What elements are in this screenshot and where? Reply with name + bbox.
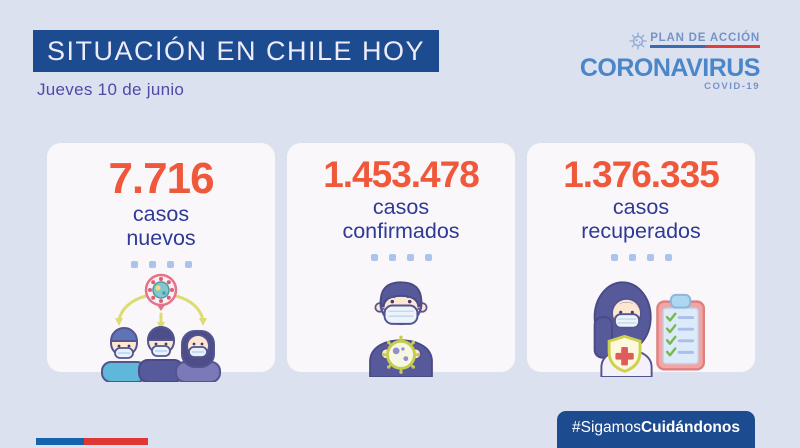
hashtag-badge: #SigamosCuidándonos [557,411,755,448]
flag-underline [650,45,760,48]
plan-de-accion-label: PLAN DE ACCIÓN [650,32,760,44]
dots-separator [130,261,192,269]
hashtag-bold: Cuidándonos [640,419,740,436]
stat-card-new-cases: 7.716 casos nuevos [47,143,275,383]
hashtag-prefix: #Sigamos [572,419,641,436]
flag-red-segment [84,438,148,445]
checklist-clipboard-icon [656,293,706,371]
virus-icon [381,335,421,374]
masked-person-1 [101,327,147,383]
recovered-checklist-illustration [566,263,716,377]
confirmed-cases-label: casos confirmados [342,194,460,243]
confirmed-case-illustration [341,263,461,377]
page-title: SITUACIÓN EN CHILE HOY [47,35,426,66]
new-cases-label: casos nuevos [126,202,196,251]
stat-card-confirmed-cases: 1.453.478 casos confirmados [287,143,515,377]
masked-person-2 [138,326,184,383]
new-cases-value: 7.716 [108,154,214,203]
covid19-label: COVID-19 [704,81,760,93]
recovered-cases-value: 1.376.335 [563,154,720,195]
stat-card-recovered-cases: 1.376.335 casos recuperados [527,143,755,377]
coronavirus-wordmark: CORONAVIRUS [579,54,761,82]
chile-government-flag-bar [36,438,148,445]
confirmed-cases-value: 1.453.478 [323,154,480,195]
title-banner: SITUACIÓN EN CHILE HOY [33,30,440,72]
report-date: Jueves 10 de junio [37,80,185,99]
stat-cards: 7.716 casos nuevos [47,143,755,383]
dots-separator [370,254,432,261]
recovered-cases-label: casos recuperados [581,194,701,243]
masked-person-3 [175,330,221,383]
medical-shield-icon [607,334,642,373]
virus-transmission-illustration [86,270,236,383]
flag-blue-segment [36,438,84,445]
virus-pin-icon [144,274,178,312]
virus-icon [629,32,647,55]
coronavirus-plan-logo: PLAN DE ACCIÓN CORONAVIRUS COVID-19 [579,32,761,93]
dots-separator [610,254,672,261]
